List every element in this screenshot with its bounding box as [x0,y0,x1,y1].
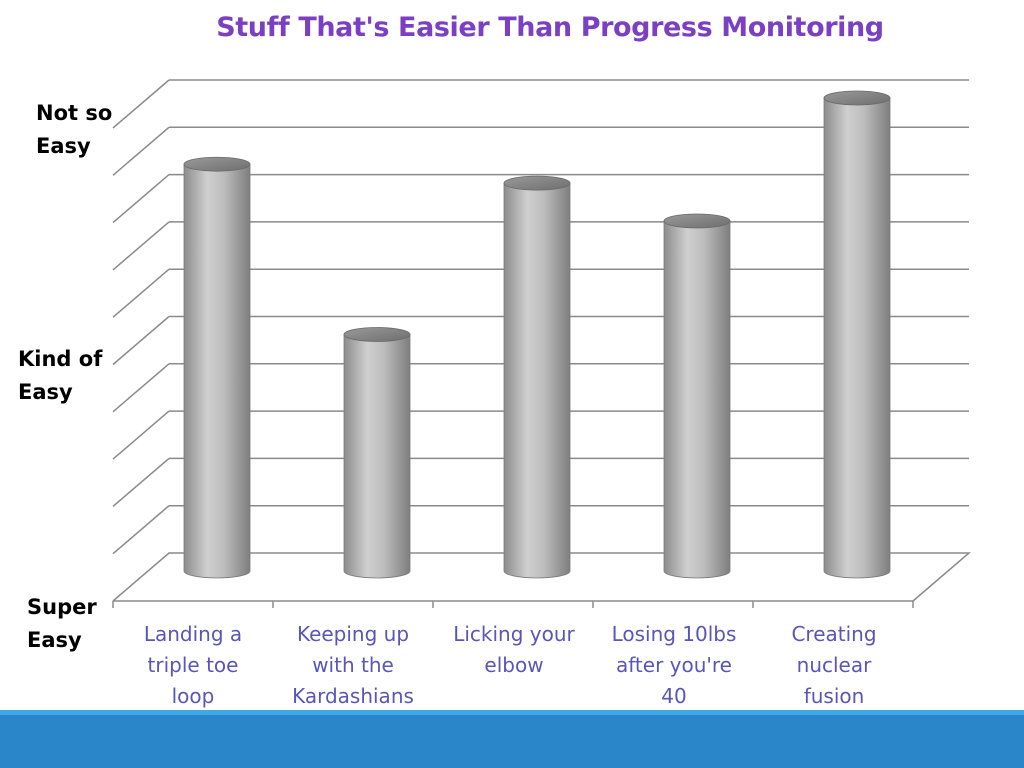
gridline-side [112,268,170,318]
x-tick-label-line: Kardashians [292,684,414,708]
chart-title: Stuff That's Easier Than Progress Monito… [216,12,884,43]
x-tick-label-line: triple toe [147,653,239,677]
x-tick-label-line: nuclear [796,653,872,677]
x-tick-label-kardashians: Keeping up with the Kardashians [273,619,433,712]
bar-cylinder-2 [503,182,571,579]
x-tick-label-line: 40 [661,684,687,708]
bar-cylinder-top-2 [503,175,571,191]
gridline-side [112,457,170,507]
x-tick-label-line: Licking your [453,622,575,646]
bar-cylinder-4 [823,97,891,579]
x-tick-label-line: Landing a [143,622,243,646]
x-tick-label-nuclear-fusion: Creating nuclear fusion [754,619,914,712]
x-tick-label-triple-toe-loop: Landing a triple toe loop [113,619,273,712]
y-tick-label-line: Kind of [18,347,103,371]
bar-cylinder-top-0 [183,156,251,172]
gridline-side [112,410,170,460]
y-tick-label-super-easy: Super Easy [27,591,97,657]
x-tick-label-line: Losing 10lbs [611,622,737,646]
bar-cylinder-top-1 [343,327,411,342]
x-tick-label-line: Keeping up [296,622,410,646]
x-tick-label-line: Creating [791,622,877,646]
x-tick-label-losing-10lbs: Losing 10lbs after you're 40 [594,619,754,712]
y-tick-label-not-so-easy: Not so Easy [36,97,112,163]
y-tick-label-line: Super [27,595,97,619]
gridline-side [112,505,170,555]
y-tick-label-line: Easy [18,380,73,404]
y-tick-label-line: Easy [27,628,82,652]
gridline-side [112,363,170,413]
x-tick-label-line: fusion [803,684,865,708]
footer-accent-line [0,710,1024,715]
bar-cylinder-3 [663,220,731,579]
gridline-side [112,79,170,129]
bar-cylinder-1 [343,334,411,579]
bar-cylinder-0 [183,163,251,579]
gridline-side [112,174,170,224]
bar-cylinder-top-3 [663,213,731,229]
y-tick-label-line: Easy [36,134,91,158]
gridline-side [112,221,170,271]
y-tick-label-kind-of-easy: Kind of Easy [18,343,102,409]
x-tick-label-line: after you're [615,653,732,677]
bar-cylinder-top-4 [823,90,891,106]
x-tick-label-line: elbow [484,653,544,677]
gridline-side [112,126,170,176]
y-tick-label-line: Not so [36,101,113,125]
footer-bar [0,710,1024,768]
x-tick-label-line: with the [312,653,394,677]
x-tick-label-licking-elbow: Licking your elbow [434,619,594,681]
gridline-side [112,315,170,366]
x-tick-label-line: loop [171,684,215,708]
